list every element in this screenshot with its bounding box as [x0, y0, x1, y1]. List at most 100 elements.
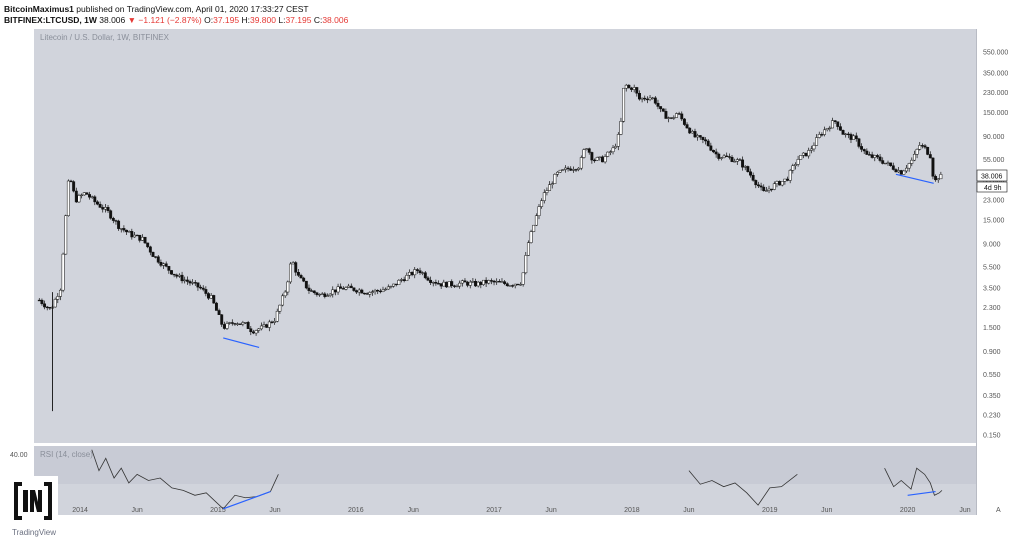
- auto-scale-button[interactable]: A: [996, 507, 1001, 514]
- time-axis-tick: 2015: [210, 507, 226, 514]
- candle: [505, 282, 509, 287]
- candle: [891, 162, 895, 171]
- tradingview-logo: TradingView: [12, 528, 57, 537]
- price-axis-tick: 90.000: [983, 134, 1005, 141]
- candle: [936, 178, 940, 183]
- time-axis-tick: Jun: [131, 507, 142, 514]
- candle: [915, 148, 919, 159]
- candle: [281, 293, 284, 307]
- candle: [381, 286, 385, 293]
- ohlc-open-label: O:: [204, 15, 214, 25]
- candle: [682, 118, 686, 126]
- candle: [825, 128, 829, 132]
- candle: [58, 288, 62, 301]
- candle: [556, 171, 559, 177]
- candle: [741, 156, 745, 171]
- candle: [910, 157, 914, 167]
- candle: [349, 283, 353, 289]
- chart-header: BitcoinMaximus1 published on TradingView…: [0, 0, 1024, 28]
- candle: [212, 294, 216, 304]
- candle: [540, 198, 544, 209]
- candle: [664, 108, 668, 119]
- time-axis-tick: 2014: [72, 507, 88, 514]
- candle: [812, 142, 816, 152]
- candle: [862, 148, 866, 154]
- candle: [339, 283, 343, 289]
- chart-watermark: Litecoin / U.S. Dollar, 1W, BITFINEX: [40, 33, 170, 42]
- candle: [788, 168, 792, 184]
- candle: [307, 284, 311, 294]
- candle: [447, 281, 451, 288]
- price-axis-tick: 0.900: [983, 349, 1001, 356]
- candle: [53, 297, 57, 308]
- candle: [56, 293, 60, 304]
- divergence-line[interactable]: [223, 337, 260, 348]
- candles: [37, 83, 943, 412]
- candle: [653, 96, 657, 105]
- candle: [238, 323, 242, 325]
- candle: [111, 216, 115, 224]
- candle: [558, 169, 562, 173]
- candle: [249, 326, 253, 336]
- candle: [455, 284, 459, 288]
- candle: [635, 86, 639, 97]
- candle: [386, 284, 390, 290]
- price-axis-tick: 350.000: [983, 71, 1008, 78]
- candle: [889, 162, 893, 167]
- candle: [315, 291, 319, 297]
- candle: [80, 193, 84, 199]
- author-name[interactable]: BitcoinMaximus1: [4, 4, 74, 14]
- candle: [854, 132, 858, 142]
- candle: [275, 308, 279, 323]
- candle: [69, 179, 73, 183]
- candle: [838, 123, 842, 131]
- candle: [706, 139, 710, 147]
- time-axis[interactable]: 2014 Jun 2015 Jun 2016 Jun 2017 Jun 2018 Jun 2019 J…: [72, 507, 971, 514]
- candle: [714, 148, 718, 158]
- candle: [43, 300, 47, 310]
- price-tag-countdown: 4d 9h: [984, 185, 1002, 192]
- candle: [519, 282, 522, 286]
- candle: [534, 213, 538, 226]
- candle: [98, 201, 102, 208]
- candle: [656, 99, 660, 110]
- price-axis-tick: 55.000: [983, 157, 1005, 164]
- candle: [72, 180, 76, 193]
- candle: [759, 182, 763, 191]
- candle: [833, 120, 837, 125]
- candle: [532, 224, 536, 233]
- candle: [257, 328, 261, 333]
- price-change: ▼ −1.121 (−2.87%): [127, 15, 202, 25]
- candle: [376, 289, 380, 295]
- candle: [180, 271, 184, 284]
- candle: [106, 204, 110, 213]
- candle: [661, 108, 665, 112]
- candle: [577, 167, 581, 172]
- candle: [389, 285, 393, 289]
- divergence-line[interactable]: [223, 491, 271, 510]
- candle: [405, 272, 409, 282]
- candle: [638, 90, 641, 101]
- price-axis[interactable]: 550.000 350.000 230.000 150.000 90.000 55.000…: [983, 50, 1008, 440]
- price-axis-tick: 0.550: [983, 372, 1001, 379]
- candle: [875, 153, 879, 160]
- candle: [772, 181, 776, 191]
- candle: [883, 162, 887, 165]
- candle: [823, 126, 826, 137]
- candle: [196, 282, 200, 291]
- time-axis-tick: Jun: [683, 507, 694, 514]
- candle: [397, 279, 401, 285]
- price-pane[interactable]: [34, 29, 976, 443]
- candle: [521, 272, 525, 287]
- divergence-line[interactable]: [907, 490, 936, 496]
- divergence-line[interactable]: [895, 173, 934, 184]
- candle: [672, 115, 676, 120]
- candle: [831, 117, 834, 129]
- candle: [225, 321, 229, 331]
- candle: [926, 146, 930, 156]
- candle: [336, 283, 340, 295]
- candle: [579, 155, 583, 171]
- symbol-name: BITFINEX:LTCUSD, 1W: [4, 15, 97, 25]
- candle: [627, 84, 631, 89]
